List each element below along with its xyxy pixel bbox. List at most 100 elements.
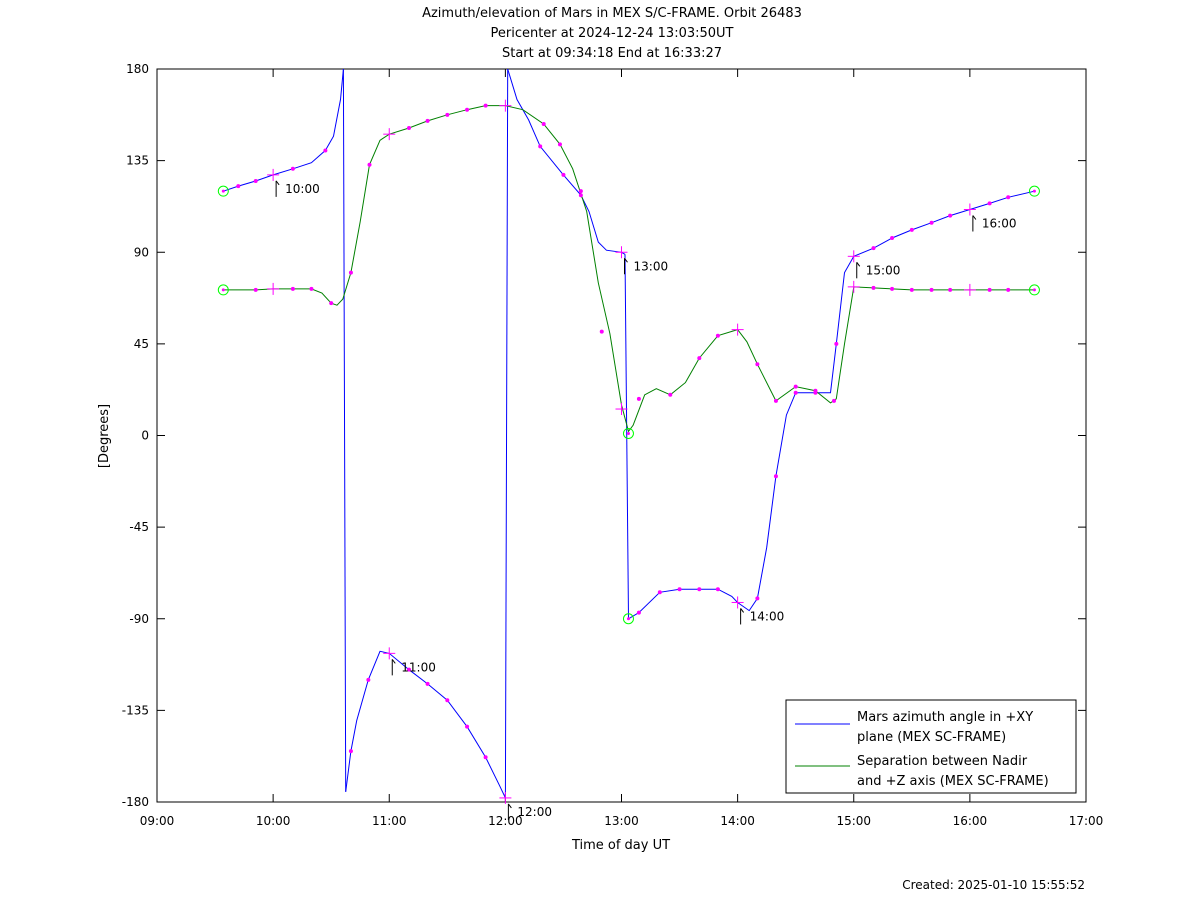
data-point-0 (871, 246, 876, 251)
data-point-1 (715, 333, 720, 338)
title-line-2: Pericenter at 2024-12-24 13:03:50UT (490, 26, 733, 41)
series-line-0 (504, 68, 509, 798)
endpoint-dot (221, 189, 225, 193)
x-tick-label: 10:00 (256, 814, 291, 828)
x-tick-label: 15:00 (836, 814, 871, 828)
legend-label-azimuth-line1: Mars azimuth angle in +XY (857, 710, 1033, 725)
data-point-1 (793, 384, 798, 389)
data-point-0 (1006, 195, 1011, 200)
y-tick-label: -90 (129, 612, 149, 626)
x-tick-label: 14:00 (720, 814, 755, 828)
data-point-0 (715, 587, 720, 592)
data-point-1 (329, 301, 334, 306)
data-point-0 (465, 724, 470, 729)
data-point-1 (948, 287, 953, 292)
data-point-0 (290, 166, 295, 171)
data-point-0 (253, 178, 258, 183)
data-point-0 (483, 755, 488, 760)
data-point-1 (832, 398, 837, 403)
annotation-arrowhead (507, 803, 512, 809)
data-point-1 (348, 270, 353, 275)
title-line-3: Start at 09:34:18 End at 16:33:27 (502, 46, 722, 61)
x-tick-label: 09:00 (140, 814, 175, 828)
endpoint-dot (626, 617, 630, 621)
legend-label-azimuth-line2: plane (MEX SC-FRAME) (857, 730, 1006, 745)
plot-area-frame (156, 68, 1087, 803)
data-point-0 (636, 610, 641, 615)
data-point-0 (578, 193, 583, 198)
data-point-0 (773, 474, 778, 479)
data-point-0 (909, 227, 914, 232)
hour-annotations: 10:00 11:00 12:00 13:00 14:00 15:00 16:00 (275, 180, 1016, 820)
data-point-0 (323, 148, 328, 153)
data-point-0 (793, 390, 798, 395)
annotation-label: 11:00 (401, 660, 436, 674)
series-line-0 (624, 254, 629, 619)
data-point-1 (557, 142, 562, 147)
data-point-1 (929, 287, 934, 292)
data-point-1 (813, 388, 818, 393)
series-line-0 (342, 68, 347, 792)
y-tick-label: -180 (122, 795, 149, 809)
data-point-1 (636, 396, 641, 401)
y-tick-label: 180 (126, 62, 149, 76)
annotation-label: 14:00 (750, 609, 785, 623)
data-point-1 (445, 112, 450, 117)
data-point-1 (406, 126, 411, 131)
x-axis-label: Time of day UT (571, 838, 670, 853)
data-point-1 (367, 162, 372, 167)
endpoint-circle (217, 284, 229, 296)
x-tick-label: 11:00 (372, 814, 407, 828)
data-point-1 (425, 118, 430, 123)
data-point-0 (929, 220, 934, 225)
data-point-0 (890, 235, 895, 240)
annotation-label: 13:00 (634, 259, 669, 273)
y-tick-label: 135 (126, 154, 149, 168)
annotation-arrowhead (624, 257, 628, 263)
y-tick-label: -135 (122, 703, 149, 717)
endpoint-dot (626, 431, 630, 435)
annotation-label: 15:00 (866, 263, 901, 277)
chart-title: Azimuth/elevation of Mars in MEX S/C-FRA… (422, 6, 802, 61)
data-point-0 (366, 677, 371, 682)
data-point-0 (697, 587, 702, 592)
endpoint-dot (1032, 288, 1036, 292)
legend-label-separation-line2: and +Z axis (MEX SC-FRAME) (857, 774, 1049, 789)
data-point-1 (871, 285, 876, 290)
y-axis: 180 135 90 45 0 -45 -90 -135 -180 (122, 62, 1086, 809)
data-point-1 (890, 286, 895, 291)
endpoint-circle (1028, 284, 1040, 296)
endpoint-circle (622, 613, 634, 625)
data-point-1 (987, 287, 992, 292)
data-point-1 (599, 329, 604, 334)
data-point-0 (445, 698, 450, 703)
data-point-1 (1006, 287, 1011, 292)
series-markers (217, 99, 1040, 804)
data-point-1 (465, 107, 470, 112)
series-line-0 (223, 68, 344, 192)
endpoint-dot (1032, 189, 1036, 193)
data-point-1 (309, 286, 314, 291)
data-point-0 (657, 590, 662, 595)
annotation-arrowhead (856, 262, 861, 267)
legend-box (785, 699, 1077, 794)
legend-label-separation-line1: Separation between Nadir (857, 754, 1028, 769)
y-tick-label: 90 (134, 245, 149, 259)
x-axis: 09:00 10:00 11:00 12:00 13:00 14:00 15:00 16:00… (140, 69, 1103, 828)
created-timestamp: Created: 2025-01-10 15:55:52 (902, 878, 1085, 892)
title-line-1: Azimuth/elevation of Mars in MEX S/C-FRA… (422, 6, 802, 21)
data-point-1 (668, 392, 673, 397)
data-point-0 (561, 172, 566, 177)
data-point-0 (425, 681, 430, 686)
annotation-arrowhead (740, 608, 745, 613)
data-point-0 (948, 213, 953, 218)
data-point-0 (677, 587, 682, 592)
annotation-label: 12:00 (517, 805, 552, 819)
data-point-1 (483, 103, 488, 108)
data-point-1 (578, 189, 583, 194)
series-line-1 (223, 105, 1035, 433)
annotation-arrowhead (972, 215, 977, 220)
data-point-0 (987, 201, 992, 206)
data-point-0 (348, 749, 353, 754)
